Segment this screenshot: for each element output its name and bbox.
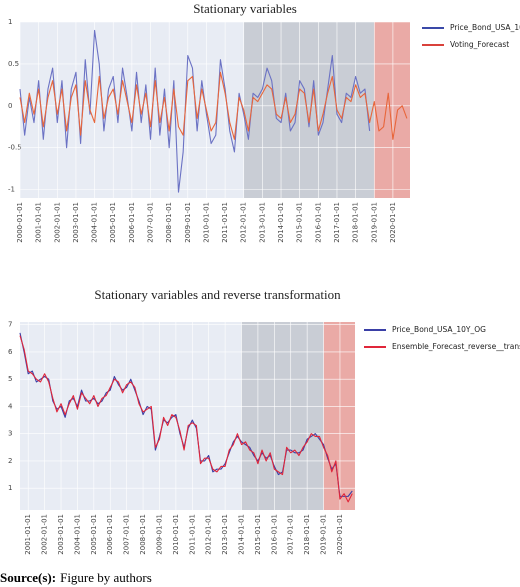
x-tick-label: 2011-01-01 <box>188 514 196 555</box>
caption-label: Source(s): <box>0 570 56 585</box>
shaded-region <box>243 22 375 198</box>
x-tick-label: 2004-01-01 <box>91 202 99 243</box>
x-tick-label: 2014-01-01 <box>277 202 285 243</box>
x-tick-label: 2017-01-01 <box>287 514 295 555</box>
x-tick-label: 2006-01-01 <box>106 514 114 555</box>
x-tick-label: 2012-01-01 <box>205 514 213 555</box>
y-tick-label: 3 <box>8 430 12 438</box>
y-tick-label: -1 <box>8 186 15 194</box>
shaded-region <box>323 322 355 510</box>
y-tick-label: 0.5 <box>8 60 19 68</box>
x-tick-label: 2001-01-01 <box>35 202 43 243</box>
x-tick-label: 2002-01-01 <box>41 514 49 555</box>
x-tick-label: 2013-01-01 <box>221 514 229 555</box>
x-tick-label: 2003-01-01 <box>72 202 80 243</box>
y-tick-label: -0.5 <box>8 144 22 152</box>
x-tick-label: 2010-01-01 <box>172 514 180 555</box>
y-tick-label: 1 <box>8 484 12 492</box>
x-tick-label: 2019-01-01 <box>370 202 378 243</box>
legend-label: Voting_Forecast <box>450 40 509 49</box>
shaded-region <box>374 22 410 198</box>
y-tick-label: 5 <box>8 375 12 383</box>
x-tick-label: 2001-01-01 <box>24 514 32 555</box>
caption: Source(s): Figure by authors <box>0 570 152 585</box>
x-tick-label: 2018-01-01 <box>352 202 360 243</box>
y-tick-label: 0 <box>8 102 12 110</box>
x-tick-label: 2005-01-01 <box>90 514 98 555</box>
x-tick-label: 2009-01-01 <box>184 202 192 243</box>
x-tick-label: 2000-01-01 <box>16 202 24 243</box>
x-tick-label: 2010-01-01 <box>202 202 210 243</box>
x-tick-label: 2008-01-01 <box>139 514 147 555</box>
legend-label: Ensemble_Forecast_reverse__trans <box>392 342 520 351</box>
x-tick-label: 2014-01-01 <box>238 514 246 555</box>
y-tick-label: 4 <box>8 402 13 410</box>
chart-title: Stationary variables <box>193 1 297 16</box>
series-line <box>19 335 353 503</box>
x-tick-label: 2016-01-01 <box>270 514 278 555</box>
x-tick-label: 2019-01-01 <box>320 514 328 555</box>
x-tick-label: 2020-01-01 <box>336 514 344 555</box>
x-tick-label: 2002-01-01 <box>53 202 61 243</box>
x-tick-label: 2005-01-01 <box>109 202 117 243</box>
y-tick-label: 6 <box>8 348 13 356</box>
series-line <box>19 71 408 140</box>
x-tick-label: 2017-01-01 <box>333 202 341 243</box>
x-tick-label: 2009-01-01 <box>155 514 163 555</box>
x-tick-label: 2006-01-01 <box>128 202 136 243</box>
y-tick-label: 7 <box>8 321 12 329</box>
chart-title: Stationary variables and reverse transfo… <box>94 287 341 302</box>
x-tick-label: 2003-01-01 <box>57 514 65 555</box>
caption-text: Figure by authors <box>60 570 152 585</box>
legend-label: Price_Bond_USA_10Y <box>450 23 520 32</box>
x-tick-label: 2007-01-01 <box>123 514 131 555</box>
legend-label: Price_Bond_USA_10Y_OG <box>392 325 486 334</box>
y-tick-label: 2 <box>8 457 12 465</box>
x-tick-label: 2016-01-01 <box>314 202 322 243</box>
x-tick-label: 2015-01-01 <box>296 202 304 243</box>
x-tick-label: 2011-01-01 <box>221 202 229 243</box>
x-tick-label: 2004-01-01 <box>73 514 81 555</box>
x-tick-label: 2013-01-01 <box>258 202 266 243</box>
x-tick-label: 2012-01-01 <box>240 202 248 243</box>
x-tick-label: 2015-01-01 <box>254 514 262 555</box>
x-tick-label: 2020-01-01 <box>389 202 397 243</box>
x-tick-label: 2007-01-01 <box>147 202 155 243</box>
y-tick-label: 1 <box>8 18 12 26</box>
x-tick-label: 2018-01-01 <box>303 514 311 555</box>
x-tick-label: 2008-01-01 <box>165 202 173 243</box>
shaded-region <box>241 322 324 510</box>
